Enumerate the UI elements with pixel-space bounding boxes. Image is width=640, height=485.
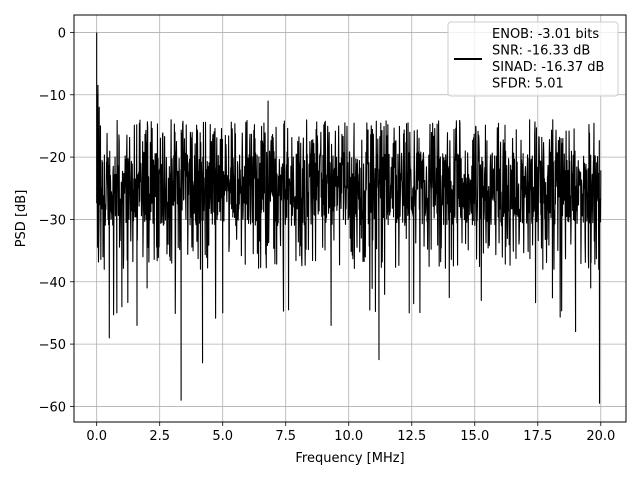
x-tick-label: 15.0 [460, 429, 489, 444]
x-axis-label: Frequency [MHz] [295, 451, 404, 466]
x-tick-label: 20.0 [586, 429, 615, 444]
legend-line-enob: ENOB: -3.01 bits [492, 27, 599, 42]
x-tick-label: 12.5 [397, 429, 426, 444]
x-tick-label: 7.5 [275, 429, 296, 444]
legend-line-snr: SNR: -16.33 dB [492, 44, 590, 59]
x-tick-label: 10.0 [334, 429, 363, 444]
y-tick-label: −30 [39, 213, 66, 228]
legend-line-sinad: SINAD: -16.37 dB [492, 60, 604, 75]
y-tick-label: −50 [39, 338, 66, 353]
y-tick-label: −40 [39, 276, 66, 291]
legend-box [447, 21, 619, 97]
psd-series-line [96, 32, 602, 404]
axis-ticks: 0.0 2.5 5.0 7.5 10.0 12.5 15.0 17.5 20.0 0 −10 −20 −… [39, 26, 616, 444]
plot-frame [73, 14, 627, 423]
x-tick-label: 0.0 [86, 429, 107, 444]
x-tick-label: 17.5 [523, 429, 552, 444]
y-tick-label: −20 [39, 151, 66, 166]
x-tick-label: 2.5 [149, 429, 170, 444]
y-tick-label: 0 [58, 26, 66, 41]
y-axis-label: PSD [dB] [14, 190, 29, 248]
x-tick-label: 5.0 [212, 429, 233, 444]
legend-line-sfdr: SFDR: 5.01 [492, 77, 564, 92]
legend: ENOB: -3.01 bits SNR: -16.33 dB SINAD: -… [447, 21, 619, 97]
y-tick-label: −10 [39, 89, 66, 104]
y-tick-label: −60 [39, 400, 66, 415]
series-layer [96, 32, 602, 404]
